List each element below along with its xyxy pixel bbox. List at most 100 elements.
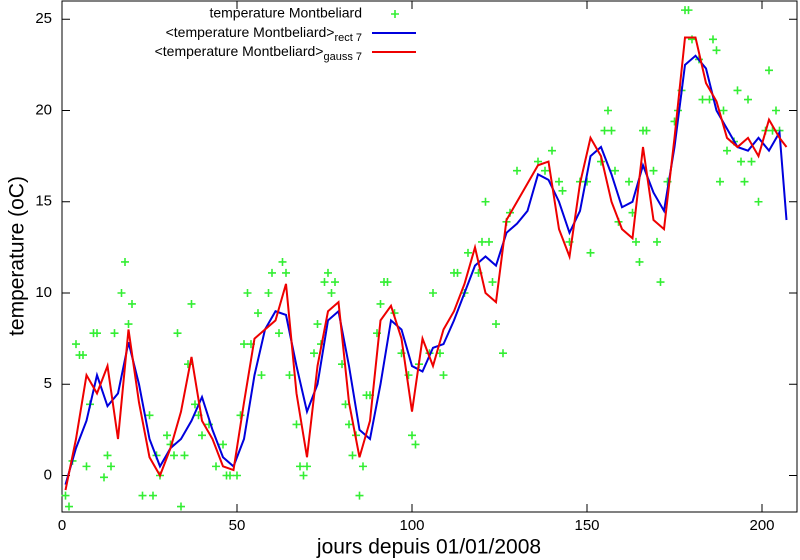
x-tick-label: 200 [749,517,774,534]
data-point [79,351,87,360]
x-tick-label: 150 [574,517,599,534]
data-line [64,36,788,491]
x-tick-label: 50 [229,517,246,534]
data-point [72,340,80,349]
data-point [558,186,567,195]
x-tick-label: 0 [58,517,66,534]
y-tick-label: 0 [44,466,52,483]
data-point [684,6,693,15]
data-point [754,197,763,206]
data-point [740,177,749,186]
data-point [464,248,472,257]
y-tick-label: 5 [44,375,52,392]
data-point [341,400,350,409]
data-point [198,431,206,440]
data-point [285,371,294,380]
data-point [145,411,154,420]
data-point [177,502,185,511]
data-point [257,371,266,380]
data-point [607,126,616,135]
data-point [632,237,640,246]
data-point [345,420,353,429]
data-point [744,95,752,104]
data-point [310,349,318,358]
data-point [383,278,392,287]
data-point [548,146,556,155]
data-point [698,95,707,104]
data-point [191,400,199,409]
data-point [642,126,651,135]
legend-label: <temperature Montbeliard>rect 7 [166,24,362,44]
data-point [117,289,126,297]
data-point [765,66,773,75]
data-point [173,329,182,338]
data-point [649,166,658,175]
data-point [712,46,721,55]
data-point [93,329,101,338]
data-point [604,106,612,115]
data-point [170,451,178,460]
data-point [100,473,108,482]
data-point [327,289,336,297]
data-point [138,491,147,500]
data-point [324,268,332,277]
legend-label: <temperature Montbeliard>gauss 7 [155,43,362,63]
data-point [233,471,241,480]
data-point [219,440,227,449]
data-point [320,278,329,287]
data-point [268,268,276,277]
data-point [709,35,717,44]
data-point [625,177,633,186]
data-point [408,431,416,440]
data-point [723,146,731,155]
data-point [296,462,304,471]
legend-marker [391,10,399,18]
data-point [747,157,756,166]
data-point [541,166,549,175]
data-point [453,268,462,277]
data-point [163,431,171,440]
data-point [124,320,133,329]
data-point [292,420,301,429]
data-point [264,289,273,297]
legend-subscript: gauss 7 [323,51,362,63]
data-point [439,371,448,380]
data-point [110,329,119,338]
data-point [429,289,437,297]
legend-subscript: rect 7 [334,32,362,44]
data-point [653,237,661,246]
data-point [82,462,91,471]
data-point [313,320,322,329]
data-point [359,462,367,471]
data-point [376,299,385,308]
data-point [240,340,248,349]
data-point [355,491,364,500]
data-point [772,106,780,115]
data-point [61,491,70,500]
data-point [611,166,619,175]
y-tick-label: 20 [35,101,52,118]
data-point [499,349,507,358]
data-point [278,257,287,266]
data-point [488,278,497,287]
data-point [299,471,308,480]
data-point [128,299,136,308]
data-point [107,462,115,471]
legend-label: temperature Montbeliard [209,5,362,21]
data-point [212,462,220,471]
data-point [149,491,157,500]
data-point [411,440,420,449]
data-point [513,166,521,175]
data-point [481,197,490,206]
data-point [282,268,290,277]
data-line [64,54,788,485]
data-point [103,451,112,460]
data-point [236,411,245,420]
y-axis-title: temperature (oC) [6,176,29,336]
y-tick-label: 25 [35,10,52,27]
legend-name: <temperature Montbeliard> [166,24,335,40]
data-point [485,237,493,246]
data-point [180,451,189,460]
data-point [555,177,563,186]
